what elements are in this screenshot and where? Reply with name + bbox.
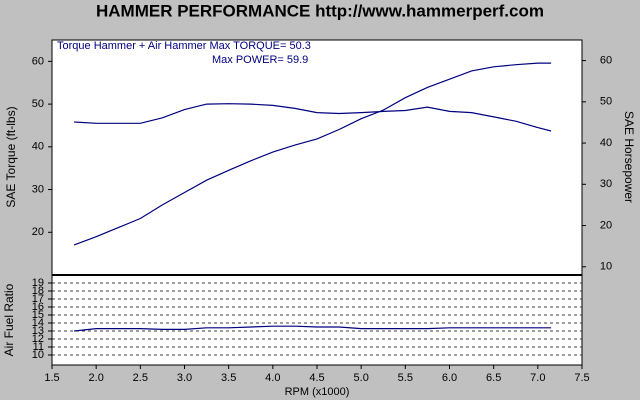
x-tick-label: 5.0 bbox=[354, 372, 369, 384]
x-axis-label: RPM (x1000) bbox=[285, 386, 350, 398]
y-tick-label: 16 bbox=[32, 301, 44, 313]
x-tick-label: 1.5 bbox=[44, 372, 59, 384]
annotation: Max POWER= 59.9 bbox=[212, 54, 308, 66]
y2-tick-label: 60 bbox=[600, 55, 612, 67]
x-tick-label: 3.0 bbox=[177, 372, 192, 384]
y-tick-label: 50 bbox=[32, 98, 44, 110]
data-line bbox=[74, 103, 552, 132]
chart-title: HAMMER PERFORMANCE http://www.hammerperf… bbox=[96, 1, 544, 20]
y-tick-label: 30 bbox=[32, 183, 44, 195]
main-plot-area bbox=[51, 39, 583, 276]
y-tick-label: 10 bbox=[32, 349, 44, 361]
y2-tick-label: 30 bbox=[600, 178, 612, 190]
y-tick-label: 20 bbox=[32, 226, 44, 238]
x-tick-label: 6.0 bbox=[442, 372, 457, 384]
y-tick-label: 15 bbox=[32, 309, 44, 321]
x-tick-label: 4.5 bbox=[309, 372, 324, 384]
y-tick-label: 13 bbox=[32, 325, 44, 337]
annotation: Torque Hammer + Air Hammer Max TORQUE= 5… bbox=[57, 40, 311, 52]
y-tick-label: 19 bbox=[32, 277, 44, 289]
afr-plot-area bbox=[51, 274, 583, 366]
x-tick-label: 3.5 bbox=[221, 372, 236, 384]
data-line bbox=[73, 62, 552, 246]
y-tick-label: 18 bbox=[32, 285, 44, 297]
y2-tick-label: 20 bbox=[600, 219, 612, 231]
y-tick-label: 14 bbox=[32, 317, 44, 329]
y2-tick-label: 10 bbox=[600, 261, 612, 273]
afr-axis-label: Air Fuel Ratio bbox=[2, 283, 16, 356]
y-tick-label: 40 bbox=[32, 141, 44, 153]
y-axis-label: SAE Torque (ft-lbs) bbox=[4, 106, 18, 207]
x-tick-label: 2.5 bbox=[133, 372, 148, 384]
x-tick-label: 2.0 bbox=[89, 372, 104, 384]
x-tick-label: 7.0 bbox=[530, 372, 545, 384]
y-tick-label: 11 bbox=[33, 341, 44, 353]
y-tick-label: 12 bbox=[32, 333, 44, 345]
y-tick-label: 17 bbox=[32, 293, 44, 305]
data-line bbox=[74, 325, 552, 332]
x-tick-label: 7.5 bbox=[574, 372, 589, 384]
x-tick-label: 4.0 bbox=[265, 372, 280, 384]
x-tick-label: 5.5 bbox=[398, 372, 413, 384]
y2-tick-label: 40 bbox=[600, 137, 612, 149]
y2-axis-label: SAE Horsepower bbox=[622, 111, 636, 203]
y2-tick-label: 50 bbox=[600, 96, 612, 108]
y-tick-label: 60 bbox=[32, 55, 44, 67]
x-tick-label: 6.5 bbox=[486, 372, 501, 384]
